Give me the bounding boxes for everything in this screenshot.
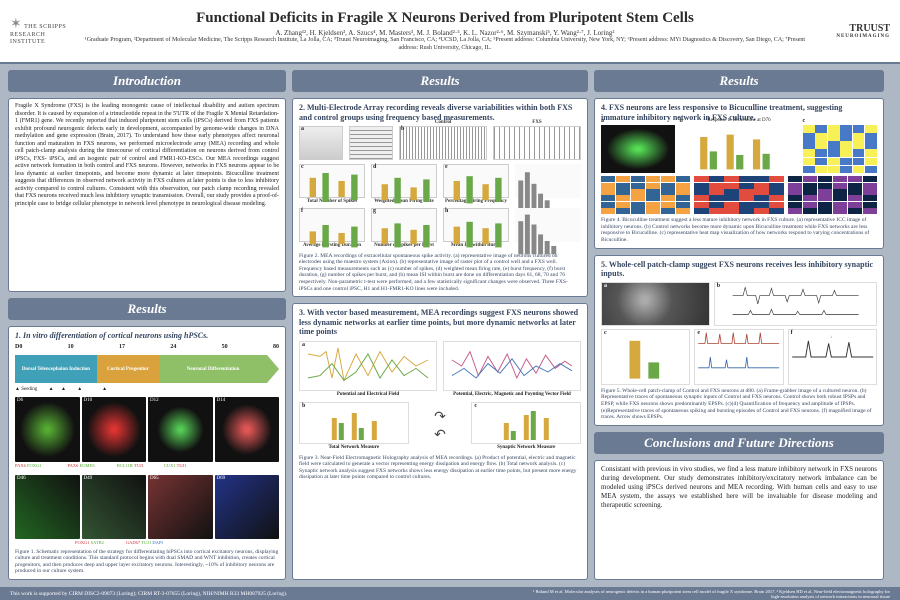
boxplot-panel: c [299,164,365,198]
micrograph: D65 [148,475,213,540]
micrograph: D12 [148,397,213,462]
raster-fxs: FXS [493,126,581,160]
mea-device: a [299,126,343,160]
r5-head: 5. Whole-cell patch-clamp suggest FXS ne… [601,260,877,279]
marker-row-2: FOXG1 SATB2 GAD67 TUJ1 DAPI [15,540,279,546]
boxplot-panel: e [443,164,509,198]
conclusions-heading: Conclusions and Future Directions [594,432,884,454]
micrograph: D6 [15,397,80,462]
results-heading-2: Results [292,70,588,92]
patch-row1: a b [601,282,877,326]
references: ¹ Boland M et al. Molecular analyses of … [530,589,890,599]
column-1: Introduction Fragile X Syndrome (FXS) is… [8,70,286,580]
timeline-arrow: Dorsal Telencephalon Induction Cortical … [15,355,279,383]
r1-head: 1. In vitro differentiation of cortical … [15,331,279,341]
neuron-image: a [601,282,710,326]
logo-truust: TRUUST NEUROIMAGING [810,23,890,39]
title-block: Functional Deficits in Fragile X Neurons… [80,10,810,51]
bar-chart: c [471,402,581,444]
boxplot-panel: g [371,208,437,242]
trace-row: aPotential and Electrical Field Potentia… [299,341,581,398]
affiliations: ¹Graduate Program, ²Department of Molecu… [80,37,810,51]
star-icon: ✶ [10,17,22,32]
stage-differentiation: Neuronal Differentiation [159,355,267,383]
logo-scripps: ✶ THE SCRIPPS RESEARCH INSTITUTE [10,17,80,46]
micrograph: D46 [15,475,80,540]
intro-section: Fragile X Syndrome (FXS) is the leading … [8,98,286,292]
histogram-panel [515,164,581,198]
conclusions-section: Consistant with previous in vivo studies… [594,460,884,580]
bar-panel: c [601,329,690,385]
trace-panel: f↓ [788,329,877,385]
funding: This work is supported by CIRM DISC2-090… [10,591,287,597]
micrograph-grid-top: D6 D10 D12 D14 [15,397,279,462]
fig5-caption: Figure 5. Whole-cell patch-clamp of Cont… [601,388,877,421]
icc-image: a [601,125,675,173]
arrow-icon: ↷↶ [413,409,468,444]
trace-panel: b [714,282,877,326]
poster-title: Functional Deficits in Fragile X Neurons… [80,10,810,27]
intro-text: Fragile X Syndrome (FXS) is the leading … [15,103,279,208]
mea-metrics-row2: fAverage Bursting Duration gNumber of Sp… [299,208,581,249]
boxplot-panel: h [443,208,509,242]
mea-metrics-row1: cTotal Number of Spikes dWeighted Mean F… [299,164,581,205]
mea-plate [349,126,393,160]
svg-text:↓: ↓ [830,334,832,339]
result-4: 4. FXS neurons are less responsive to Bi… [594,98,884,249]
micrograph: D10 [82,397,147,462]
em-trace [443,341,581,391]
result-3: 3. With vector based measurement, MEA re… [292,303,588,580]
mea-top-grid: a bControl FXS [299,126,581,160]
header: ✶ THE SCRIPPS RESEARCH INSTITUTE Functio… [0,0,900,64]
heatmap-row2 [601,176,877,214]
trace-panel: e [694,329,783,385]
columns: Introduction Fragile X Syndrome (FXS) is… [0,64,900,586]
arrow-icon [267,355,279,383]
fig4-caption: Figure 4. Bicuculline treatment suggest … [601,217,877,243]
brand-sub: NEUROIMAGING [810,34,890,39]
fig3-caption: Figure 3. Near-Field Electromagnetic Hol… [299,455,581,481]
fig2-caption: Figure 2. MEA recordings of extracellula… [299,253,581,293]
r3-head: 3. With vector based measurement, MEA re… [299,308,581,337]
column-3: Results 4. FXS neurons are less responsi… [594,70,884,580]
heatmap-panel [788,176,877,214]
patch-row2: c e f↓ [601,329,877,385]
results-heading-3: Results [594,70,884,92]
micrograph-grid-bottom: D46 D49 D65 D69 [15,475,279,540]
intro-heading: Introduction [8,70,286,92]
micrograph: D49 [82,475,147,540]
result-1: 1. In vitro differentiation of cortical … [8,326,286,580]
seeding-label: ▲ Seeding ▲ ▲ ▲ ▲ [15,387,279,393]
stage-progenitor: Cortical Progenitor [97,355,159,383]
em-trace: a [299,341,437,391]
result-5: 5. Whole-cell patch-clamp suggest FXS ne… [594,255,884,426]
brand-name: TRUUST [849,23,890,34]
boxplot-panel: f [299,208,365,242]
bar-chart: b [299,402,409,444]
histogram-panel [515,208,581,242]
timeline-days: D01017245080 [15,344,279,352]
column-2: Results 2. Multi-Electrode Array recordi… [292,70,588,580]
marker-row-1: PAX6 FOXG1 PAX6 EOMES BCL11B TUJ1 CUX1 T… [15,463,279,469]
network-charts: bTotal Network Measure ↷↶ cSynaptic Netw… [299,402,581,451]
micrograph: D69 [215,475,280,540]
result-2: 2. Multi-Electrode Array recording revea… [292,98,588,297]
footer: This work is supported by CIRM DISC2-090… [0,587,900,600]
heatmap-panel [694,176,783,214]
bicuculline-row: a bResponse to Bicuculline at D76 c [601,125,877,173]
micrograph: D14 [215,397,280,462]
heatmap-panel: c [803,125,877,173]
raster-control: bControl [399,126,487,160]
stage-induction: Dorsal Telencephalon Induction [15,355,97,383]
heatmap-panel [601,176,690,214]
conclusions-text: Consistant with previous in vivo studies… [601,465,877,510]
poster-root: ✶ THE SCRIPPS RESEARCH INSTITUTE Functio… [0,0,900,600]
fig1-caption: Figure 1. Schematic representation of th… [15,549,279,575]
boxplot-panel: d [371,164,437,198]
results-heading-1: Results [8,298,286,320]
bar-panel: bResponse to Bicuculline at D76 [679,125,798,173]
